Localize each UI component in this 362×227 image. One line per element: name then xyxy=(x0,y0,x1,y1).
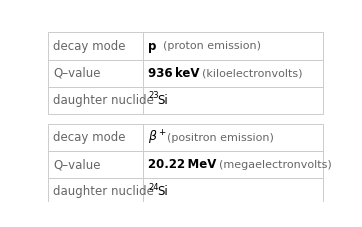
Bar xyxy=(143,59,323,87)
Bar xyxy=(143,124,323,151)
Bar xyxy=(143,151,323,178)
Bar xyxy=(48,87,143,114)
Text: p: p xyxy=(148,39,156,52)
Text: Q–value: Q–value xyxy=(53,67,101,80)
Text: daughter nuclide: daughter nuclide xyxy=(53,94,154,107)
Bar xyxy=(48,32,143,59)
Bar xyxy=(48,178,143,205)
Text: Q–value: Q–value xyxy=(53,158,101,171)
Text: 936 keV: 936 keV xyxy=(148,67,199,80)
Text: decay mode: decay mode xyxy=(53,39,126,52)
Text: decay mode: decay mode xyxy=(53,131,126,144)
Bar xyxy=(143,178,323,205)
Bar xyxy=(48,151,143,178)
Text: Si: Si xyxy=(157,185,168,198)
Bar xyxy=(143,32,323,59)
Text: (kiloelectronvolts): (kiloelectronvolts) xyxy=(202,68,302,78)
Text: (positron emission): (positron emission) xyxy=(167,133,274,143)
Text: daughter nuclide: daughter nuclide xyxy=(53,185,154,198)
Text: 23: 23 xyxy=(148,91,159,100)
Bar xyxy=(143,87,323,114)
Text: Si: Si xyxy=(157,94,168,107)
Text: $\mathit{\beta}^+$: $\mathit{\beta}^+$ xyxy=(148,129,167,147)
Text: (proton emission): (proton emission) xyxy=(163,41,261,51)
Text: 20.22 MeV: 20.22 MeV xyxy=(148,158,216,171)
Text: (megaelectronvolts): (megaelectronvolts) xyxy=(219,160,331,170)
Bar xyxy=(48,59,143,87)
Text: 24: 24 xyxy=(148,183,159,192)
Bar xyxy=(48,124,143,151)
